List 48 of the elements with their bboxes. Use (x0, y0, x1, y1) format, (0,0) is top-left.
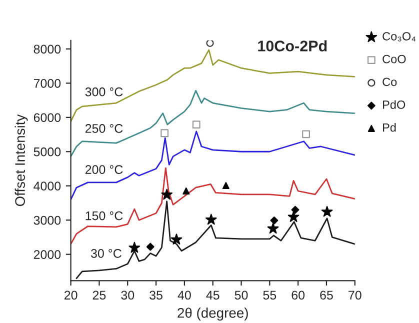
series-label: 200 °C (85, 165, 123, 174)
x-tick-label: 45 (206, 290, 220, 300)
line-series (70, 167, 355, 245)
point (288, 211, 300, 222)
point (222, 182, 230, 190)
legend-label: Pd (383, 123, 396, 132)
legend-label: PdO (383, 100, 406, 109)
y-tick-label: 7000 (34, 78, 61, 88)
point (192, 120, 200, 129)
chart-title: 10Co-2Pd (258, 40, 327, 52)
y-axis-title: Offset Intensity (14, 114, 28, 206)
point (270, 216, 278, 224)
y-tick-label: 3000 (34, 216, 61, 225)
x-axis-title: 2θ (degree) (178, 308, 248, 321)
y-tick-label: 6000 (34, 113, 61, 122)
series-label: 250 °C (85, 124, 123, 133)
point (146, 242, 154, 251)
y-tick-label: 2000 (34, 250, 61, 259)
point (206, 40, 214, 47)
x-tick-label: 30 (121, 290, 134, 300)
x-tick-label: 55 (263, 290, 276, 300)
x-tick-label: 60 (292, 290, 305, 300)
x-tick-label: 35 (150, 290, 162, 300)
legend-label: Co (382, 78, 397, 86)
point (321, 206, 333, 217)
point (128, 242, 140, 253)
y-tick-label: 8000 (34, 44, 61, 54)
x-tick-label: 70 (348, 290, 362, 300)
x-tick-label: 25 (92, 290, 106, 300)
point (182, 187, 190, 194)
legend-label: CoO (382, 54, 406, 64)
x-tick-label: 40 (178, 290, 191, 300)
series-label: 150 °C (86, 211, 123, 220)
point (205, 214, 217, 225)
point (291, 206, 300, 214)
x-tick-label: 20 (64, 290, 78, 300)
point (170, 234, 182, 245)
point (161, 188, 172, 200)
series-label: 30 °C (90, 249, 122, 258)
series-label: 300 °C (85, 87, 123, 96)
point (267, 222, 279, 234)
y-tick-label: 4000 (34, 182, 61, 191)
x-tick-label: 50 (234, 290, 248, 300)
point (160, 129, 169, 138)
legend-label: Co₃O₄ (382, 32, 416, 42)
point (302, 130, 310, 138)
x-tick-label: 65 (320, 290, 333, 300)
y-tick-label: 5000 (34, 147, 61, 156)
